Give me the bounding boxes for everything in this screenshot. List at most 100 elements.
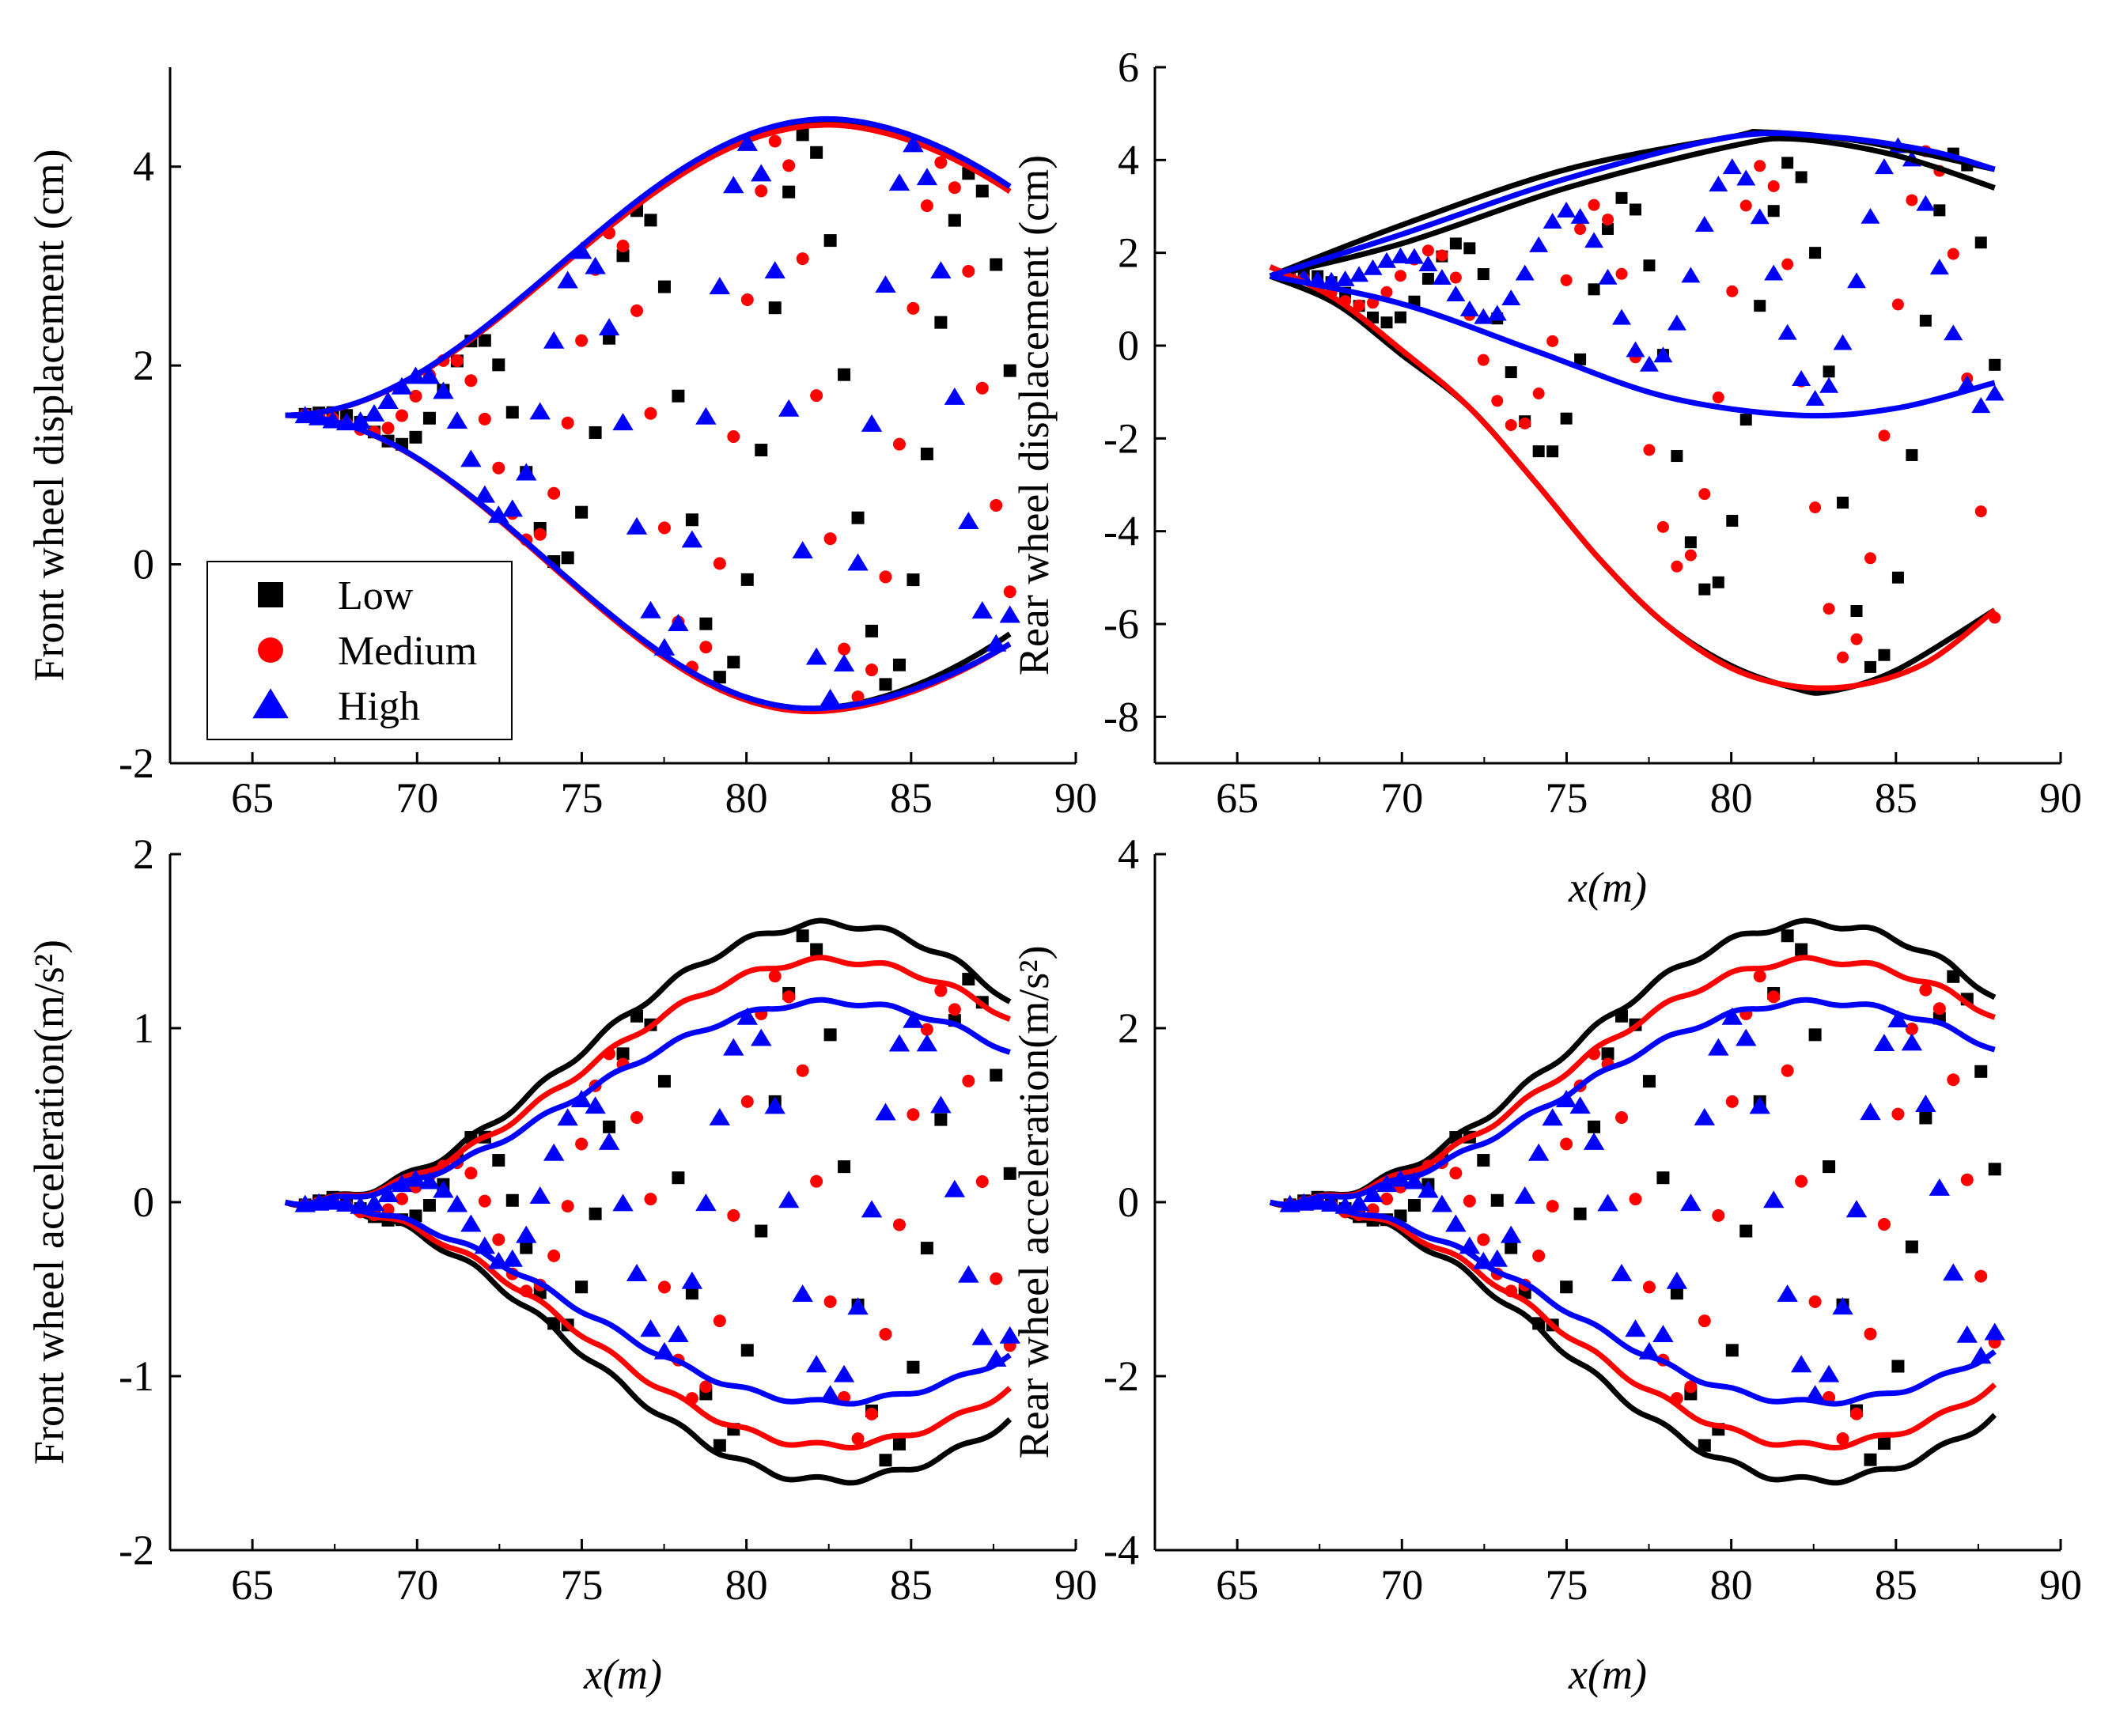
data-point-high: [1694, 216, 1714, 232]
data-point-high: [1819, 376, 1839, 393]
data-point-high: [1887, 1010, 1909, 1028]
x-tick-label: 90: [1054, 774, 1097, 822]
data-point-high: [1762, 1190, 1785, 1208]
panel-front_acc: 65 70 75 80 85 90 -2 -1 0 1 2 Front wheel accelerat…: [25, 830, 1097, 1698]
data-point-high: [764, 1096, 785, 1114]
data-point-low: [1795, 943, 1808, 956]
x-tick-label: 75: [1545, 1561, 1588, 1609]
data-point-medium: [450, 354, 464, 368]
data-point-low: [740, 573, 754, 586]
data-point-high: [1529, 236, 1549, 252]
data-point-high: [377, 391, 399, 410]
data-point-low: [838, 368, 851, 381]
data-point-medium: [796, 252, 809, 266]
data-point-low: [685, 513, 698, 527]
data-point-low: [1947, 970, 1960, 983]
data-point-low: [1781, 157, 1794, 169]
data-point-low: [1698, 583, 1711, 596]
data-point-low: [1781, 929, 1794, 943]
y-tick-label: -2: [119, 1526, 154, 1574]
data-point-high: [1860, 1102, 1881, 1121]
data-point-low: [492, 1154, 505, 1167]
data-point-high: [1527, 1143, 1550, 1161]
data-point-low: [1974, 236, 1987, 249]
data-point-high: [612, 1193, 634, 1212]
data-point-medium: [879, 570, 892, 584]
data-point-low: [768, 301, 782, 315]
data-point-high: [1432, 269, 1452, 286]
y-tick-label: 4: [133, 143, 154, 191]
data-point-high: [1418, 1180, 1439, 1198]
data-point-low: [1643, 259, 1656, 272]
data-point-medium: [990, 1272, 1003, 1285]
x-axis-label: x(m): [1568, 1651, 1647, 1698]
data-point-medium: [1560, 1137, 1573, 1151]
data-point-low: [603, 1120, 616, 1133]
data-point-high: [709, 1107, 731, 1125]
data-point-medium: [1642, 1280, 1656, 1294]
data-point-high: [723, 176, 744, 194]
data-point-high: [709, 277, 731, 295]
data-point-low: [810, 943, 823, 956]
data-point-high: [1445, 1214, 1467, 1232]
data-point-high: [460, 449, 482, 467]
data-point-high: [999, 605, 1020, 623]
data-point-high: [1736, 169, 1756, 186]
data-point-high: [363, 1193, 385, 1212]
data-point-low: [589, 1207, 602, 1220]
data-point-low: [685, 1287, 698, 1300]
data-point-high: [847, 1297, 869, 1315]
data-point-low: [920, 1242, 933, 1255]
data-point-high: [516, 463, 537, 481]
x-tick-label: 70: [396, 774, 438, 822]
data-point-high: [460, 1214, 482, 1232]
data-point-low: [740, 1344, 754, 1357]
data-point-low: [1003, 1167, 1016, 1180]
data-point-high: [626, 1264, 648, 1281]
data-point-medium: [1905, 1022, 1918, 1035]
data-point-high: [1570, 207, 1590, 224]
data-point-high: [1667, 314, 1686, 331]
data-point-high: [1709, 176, 1728, 192]
data-point-medium: [478, 1194, 491, 1208]
data-point-medium: [657, 521, 671, 535]
data-point-high: [1335, 270, 1355, 286]
upper-envelope-high: [285, 115, 1012, 418]
data-point-low: [796, 128, 809, 142]
data-point-high: [1391, 247, 1410, 263]
data-point-high: [944, 387, 966, 405]
x-tick-label: 75: [560, 1561, 603, 1609]
data-point-medium: [1808, 1295, 1822, 1308]
data-point-low: [1656, 1171, 1670, 1185]
upper-envelope-low: [284, 917, 1012, 1208]
data-point-high: [598, 318, 620, 336]
data-point-low: [838, 1160, 851, 1174]
panel-front_disp: 65 70 75 80 85 90 -2 0 2 4 Front wheel displacemen…: [25, 67, 1097, 822]
data-point-medium: [1767, 180, 1780, 192]
data-point-low: [879, 678, 892, 691]
data-point-low: [422, 1199, 436, 1212]
x-tick-label: 90: [1054, 1561, 1097, 1609]
data-point-medium: [796, 1064, 809, 1077]
data-point-high: [1777, 1284, 1798, 1303]
data-point-low: [1809, 247, 1822, 259]
data-point-medium: [1864, 552, 1876, 565]
data-point-high: [1446, 286, 1466, 302]
data-point-high: [695, 407, 717, 425]
data-point-low: [1588, 283, 1600, 296]
data-point-high: [999, 1326, 1020, 1344]
data-point-low: [865, 624, 879, 637]
data-point-low: [755, 1224, 768, 1238]
data-point-low: [1754, 300, 1766, 312]
data-point-low: [1891, 1360, 1905, 1373]
data-point-medium: [727, 1208, 740, 1222]
data-point-high: [736, 1007, 758, 1025]
data-point-medium: [1864, 1327, 1877, 1341]
data-point-low: [1739, 414, 1752, 426]
upper-envelope-medium: [285, 122, 1012, 418]
data-point-low: [1546, 445, 1559, 458]
series-medium: [1269, 955, 2001, 1450]
data-point-high: [1515, 264, 1535, 281]
data-point-high: [1694, 1107, 1716, 1125]
x-tick-label: 70: [1380, 774, 1423, 822]
